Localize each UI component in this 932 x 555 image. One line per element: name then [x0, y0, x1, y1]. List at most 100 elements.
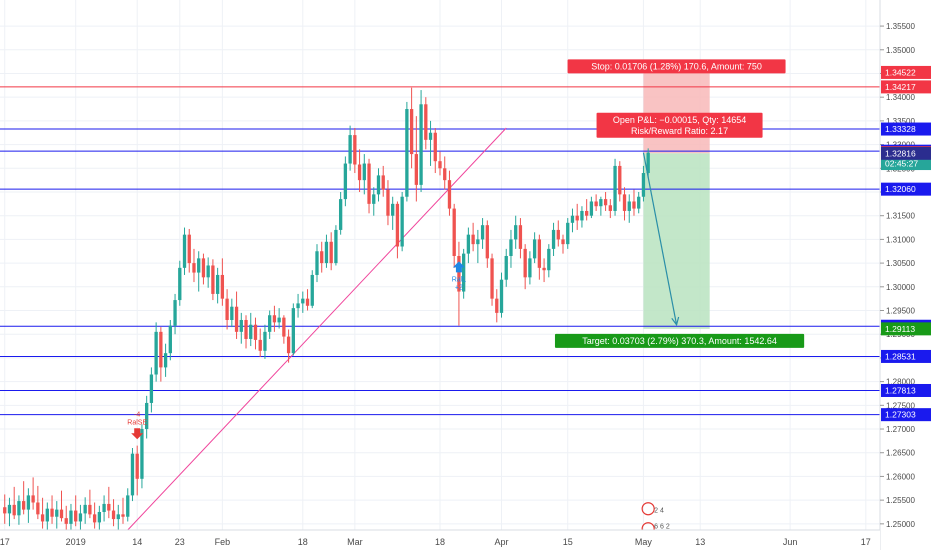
projection-line[interactable] — [642, 152, 678, 325]
candle — [637, 191, 641, 214]
candle — [585, 199, 589, 221]
candle-body — [40, 514, 45, 522]
candle — [353, 127, 357, 174]
candle-body — [523, 248, 527, 278]
price-axis[interactable]: 1.355001.350001.345001.340001.335001.330… — [879, 0, 932, 550]
candle-body — [433, 132, 437, 162]
candle-body — [613, 165, 617, 211]
stop-label-box[interactable] — [567, 59, 786, 74]
candle — [315, 244, 319, 283]
candle-body — [627, 201, 631, 211]
candle-body — [580, 210, 584, 221]
candle-body — [509, 239, 513, 256]
candle — [362, 154, 366, 195]
candle — [518, 218, 523, 259]
candle — [140, 424, 144, 489]
candle-body — [495, 298, 499, 313]
candle-body — [542, 267, 546, 271]
candle-body — [159, 331, 163, 368]
candle — [159, 327, 163, 382]
candle-body — [585, 210, 589, 216]
candle-body — [78, 513, 83, 522]
stop-price-tag-box[interactable] — [881, 65, 931, 79]
level-price-tag-box[interactable] — [881, 349, 931, 363]
time-tick-label: 13 — [695, 537, 705, 547]
time-tick-label: Mar — [347, 537, 363, 547]
trendline-line[interactable] — [127, 127, 507, 531]
target-price-tag-box[interactable] — [881, 322, 931, 336]
candle-body — [69, 510, 73, 524]
candle-body — [50, 508, 54, 517]
candle — [277, 308, 281, 329]
candle-body — [163, 353, 168, 368]
position-labels[interactable]: Stop: 0.01706 (1.28%) 170.6, Amount: 750… — [554, 59, 805, 348]
price-tick-label: 1.35500 — [886, 22, 915, 31]
level-price-tag-box[interactable] — [881, 408, 931, 422]
candle — [504, 248, 508, 287]
candle — [343, 156, 348, 207]
candle — [613, 158, 617, 216]
candle-body — [253, 324, 258, 340]
candle — [570, 208, 575, 233]
candle-body — [386, 189, 390, 216]
time-axis-background — [0, 530, 880, 550]
candle — [618, 161, 622, 202]
level-price-tag-box[interactable] — [881, 383, 931, 397]
level-price-tag-text: 1.27813 — [885, 385, 916, 395]
candle — [239, 312, 243, 344]
candle — [55, 501, 59, 529]
candle-body — [338, 199, 343, 230]
candle-body — [329, 241, 333, 264]
candle-body — [145, 402, 149, 430]
candle-body — [561, 239, 565, 245]
level-price-tag-box[interactable] — [881, 122, 931, 136]
candle — [646, 148, 650, 178]
candle — [485, 220, 489, 268]
trendline[interactable] — [127, 127, 507, 531]
candle — [291, 303, 295, 356]
candle-body — [83, 504, 87, 514]
target-label-box[interactable] — [554, 333, 805, 348]
event-label: 2 4 — [654, 508, 664, 515]
candle — [324, 234, 329, 268]
candle-body — [632, 201, 636, 209]
candle — [523, 244, 527, 290]
countdown-price-tag-box[interactable] — [881, 157, 931, 171]
candle-body — [409, 109, 414, 155]
candle-body — [424, 104, 428, 140]
candle-body — [258, 339, 262, 351]
candle — [201, 253, 206, 285]
pnl-label-box[interactable] — [596, 112, 763, 138]
level-price-tag-box[interactable] — [881, 182, 931, 196]
candle — [59, 490, 64, 522]
entry-price-tag-box[interactable] — [881, 146, 931, 160]
candle-body — [59, 509, 64, 519]
price-tick-label: 1.25500 — [886, 496, 915, 505]
projection-arrow[interactable] — [642, 152, 680, 327]
candle-body — [168, 325, 172, 354]
candle — [163, 343, 168, 377]
candle-body — [197, 258, 201, 273]
time-tick-label: 17 — [0, 537, 10, 547]
candle-body — [476, 239, 480, 245]
price-tick-label: 1.28000 — [886, 378, 915, 387]
candle-body — [135, 453, 139, 479]
signal-up-arrow-icon — [452, 261, 465, 273]
candle-body — [547, 248, 551, 271]
level-price-tag-text: 1.33328 — [885, 124, 916, 134]
target-price-tag-text: 1.29113 — [885, 324, 915, 334]
candle-body — [357, 164, 362, 181]
candle-body — [36, 502, 40, 515]
candle — [338, 191, 343, 235]
candle-body — [343, 163, 348, 200]
signal-label: RalSE — [127, 419, 147, 426]
level-price-tag-box[interactable] — [881, 80, 931, 94]
candle — [78, 504, 83, 530]
candle — [622, 187, 627, 221]
time-axis[interactable]: 17 2019 14 23 Feb 18 Mar 18 Apr 15 May 13 Jun 17 — [0, 529, 880, 550]
candle — [334, 225, 338, 266]
candle-body — [504, 255, 508, 280]
candle — [305, 289, 310, 311]
candle — [135, 445, 139, 496]
